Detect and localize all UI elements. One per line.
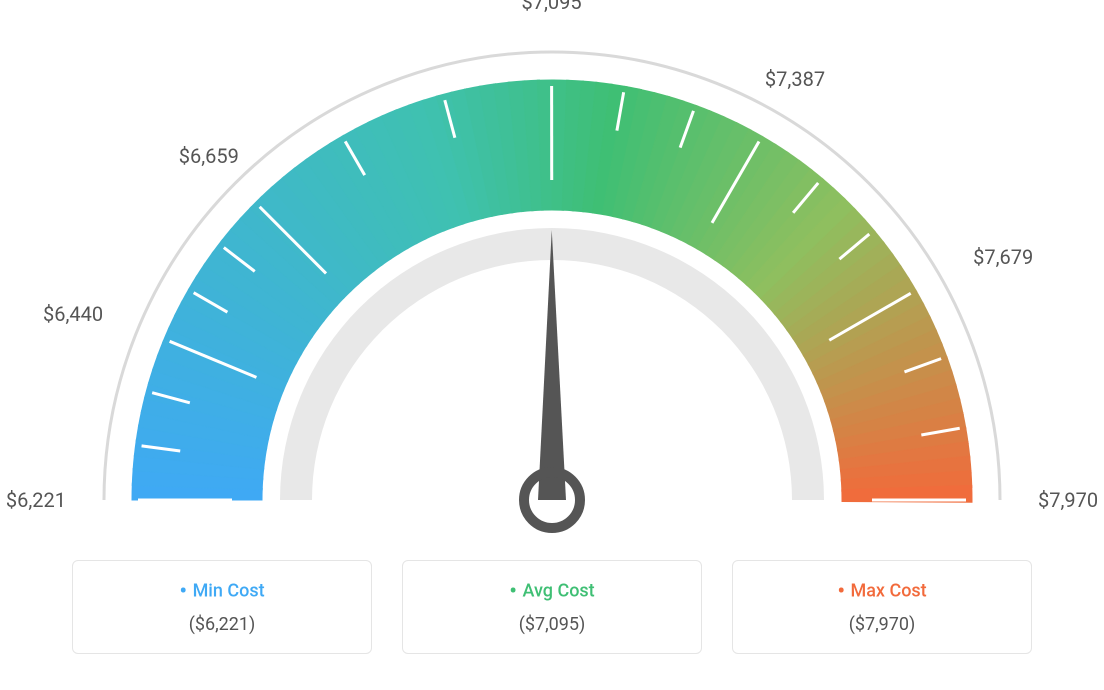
legend-title-avg: Avg Cost (413, 579, 691, 604)
gauge-tick-label: $6,440 (43, 302, 103, 326)
legend-value-min: ($6,221) (83, 614, 361, 635)
gauge-chart-container: $6,221 $6,440 $6,659 $7,095 $7,387 $7,679 $7,9… (0, 0, 1104, 690)
legend-value-avg: ($7,095) (413, 614, 691, 635)
gauge-tick-label: $7,387 (765, 67, 825, 91)
gauge-tick-label: $6,659 (179, 144, 239, 168)
gauge-svg (0, 0, 1104, 560)
gauge-tick-label: $7,095 (521, 0, 581, 14)
legend-card-min: Min Cost ($6,221) (72, 560, 372, 654)
gauge-tick-label: $7,970 (1038, 488, 1098, 512)
legend-title-max: Max Cost (743, 579, 1021, 604)
legend-card-max: Max Cost ($7,970) (732, 560, 1032, 654)
gauge-area: $6,221 $6,440 $6,659 $7,095 $7,387 $7,679 $7,9… (0, 0, 1104, 560)
legend-card-avg: Avg Cost ($7,095) (402, 560, 702, 654)
legend-title-min: Min Cost (83, 579, 361, 604)
legend-row: Min Cost ($6,221) Avg Cost ($7,095) Max … (0, 560, 1104, 654)
gauge-tick-label: $6,221 (6, 488, 66, 512)
gauge-tick-label: $7,679 (973, 245, 1033, 269)
legend-value-max: ($7,970) (743, 614, 1021, 635)
